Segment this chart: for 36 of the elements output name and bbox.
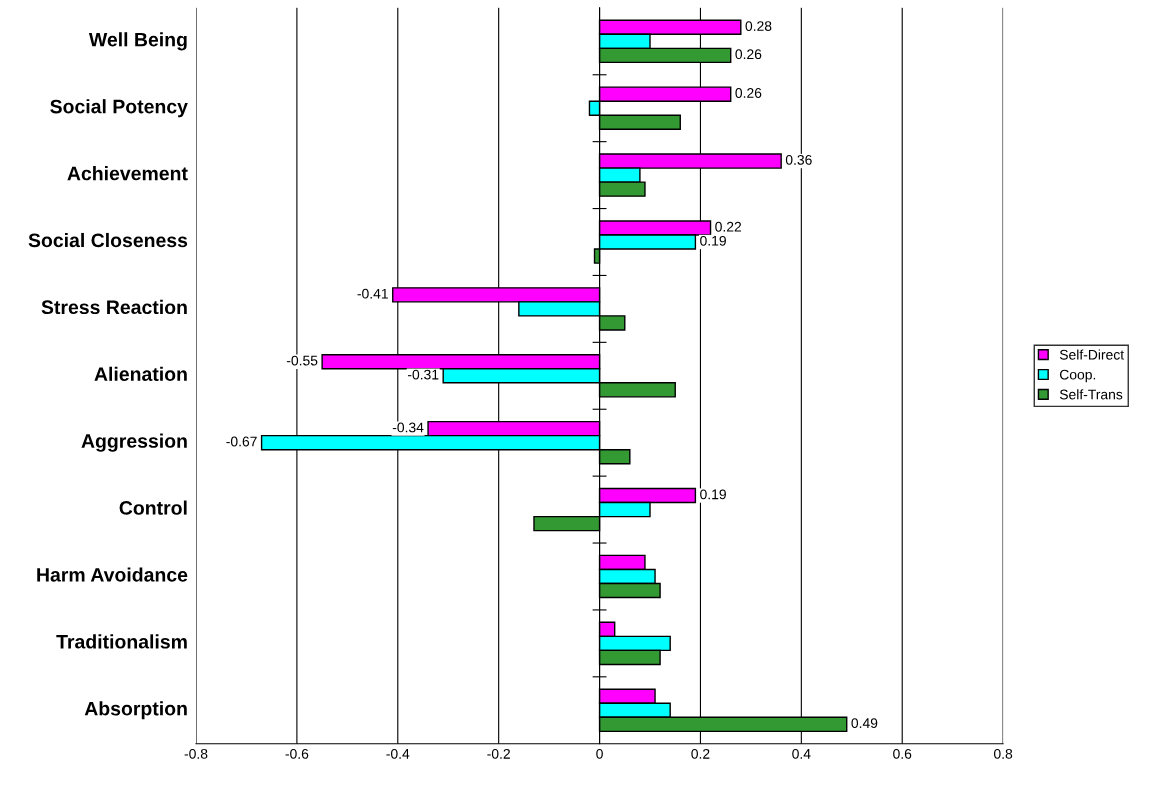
y-tick-label: Aggression xyxy=(81,433,187,452)
data-label: 0.26 xyxy=(735,88,762,98)
legend-label: Coop. xyxy=(1059,369,1096,383)
data-label: -0.67 xyxy=(226,436,257,447)
y-tick-label: Social Closeness xyxy=(28,232,188,248)
x-tick-label: -0.8 xyxy=(184,748,208,759)
y-tick-label: Stress Reaction xyxy=(41,299,187,315)
x-tick-label: 0 xyxy=(596,748,603,759)
data-label: -0.41 xyxy=(357,288,388,299)
y-tick-label: Well Being xyxy=(88,32,187,51)
legend-label: Self-Direct xyxy=(1059,349,1124,360)
data-label: 0.19 xyxy=(700,489,726,500)
x-tick-label: -0.4 xyxy=(386,748,410,759)
y-tick-label: Traditionalism xyxy=(56,634,187,649)
y-tick-label: Control xyxy=(119,500,187,515)
data-label: -0.31 xyxy=(407,369,439,380)
y-tick-label: Alienation xyxy=(94,366,187,382)
data-label: 0.28 xyxy=(745,21,772,31)
legend-label: Self-Trans xyxy=(1059,389,1123,400)
x-tick-label: 0.8 xyxy=(994,748,1013,759)
data-label: -0.55 xyxy=(286,355,318,366)
y-tick-label: Social Potency xyxy=(50,99,188,118)
x-tick-label: -0.6 xyxy=(285,748,309,759)
y-tick-label: Achievement xyxy=(67,166,188,181)
data-label: 0.22 xyxy=(715,221,742,232)
data-label: 0.19 xyxy=(700,235,726,246)
x-tick-label: 0.6 xyxy=(893,748,912,759)
data-label: 0.36 xyxy=(785,154,812,165)
x-tick-label: 0.4 xyxy=(792,748,811,759)
x-tick-label: 0.2 xyxy=(691,748,710,759)
data-label: 0.26 xyxy=(735,49,762,60)
y-tick-label: Harm Avoidance xyxy=(37,567,188,582)
data-label: -0.34 xyxy=(392,422,424,433)
data-label: 0.49 xyxy=(851,718,878,729)
x-tick-label: -0.2 xyxy=(487,748,510,759)
y-tick-label: Absorption xyxy=(84,701,187,720)
